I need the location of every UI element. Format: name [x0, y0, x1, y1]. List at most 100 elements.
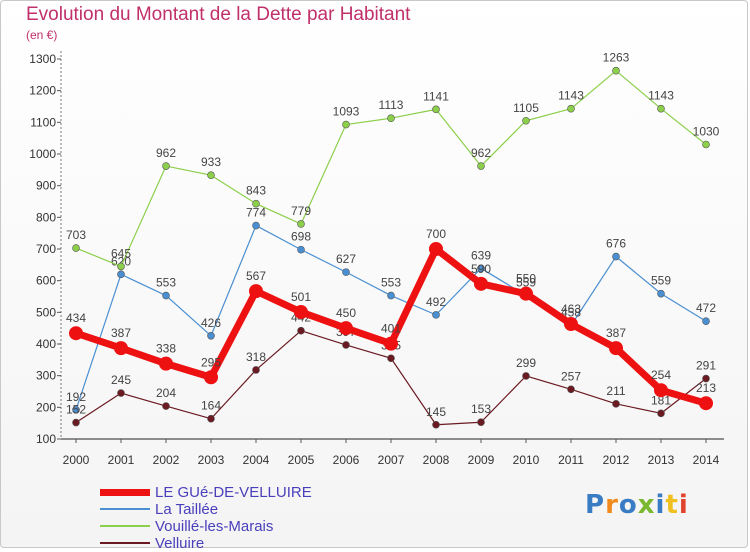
data-point: [657, 289, 665, 298]
data-label: 295: [201, 355, 221, 369]
data-label: 962: [156, 146, 176, 160]
x-tick-label: 2013: [648, 453, 675, 467]
data-label: 1143: [648, 89, 674, 103]
data-point: [204, 370, 218, 385]
data-label: 698: [291, 230, 311, 244]
data-label: 703: [66, 228, 86, 242]
logo-letter: x: [637, 490, 656, 520]
data-point: [342, 120, 350, 129]
data-point: [387, 291, 395, 300]
legend-label: LE GUé-DE-VELLUIRE: [155, 484, 312, 501]
data-point: [522, 116, 530, 125]
x-tick-label: 2014: [693, 453, 720, 467]
data-point: [477, 418, 485, 427]
data-label: 590: [471, 262, 491, 276]
data-point: [297, 245, 305, 254]
y-tick-label: 400: [36, 337, 56, 351]
legend-label: La Taillée: [155, 501, 219, 518]
data-point: [159, 356, 173, 371]
data-point: [387, 114, 395, 123]
y-tick-label: 100: [36, 432, 56, 446]
data-label: 164: [201, 399, 221, 413]
data-point: [114, 341, 128, 356]
x-tick-label: 2003: [198, 453, 225, 467]
data-point: [252, 221, 260, 230]
data-point: [384, 336, 398, 351]
data-point: [297, 326, 305, 335]
data-point: [702, 317, 710, 326]
proxiti-logo: Proxiti: [585, 490, 689, 520]
data-point: [342, 268, 350, 276]
data-label: 962: [471, 146, 491, 160]
data-point: [477, 162, 485, 170]
data-point: [162, 162, 170, 170]
data-point: [432, 105, 440, 114]
x-tick-label: 2001: [108, 453, 135, 467]
data-point: [432, 420, 440, 429]
data-label: 153: [471, 402, 491, 416]
data-label: 463: [561, 302, 581, 316]
data-point: [162, 402, 170, 410]
data-label: 254: [651, 368, 671, 382]
data-label: 338: [156, 342, 176, 356]
y-tick-label: 900: [36, 179, 56, 193]
logo-letter: P: [585, 490, 606, 520]
legend-swatch: [100, 525, 150, 527]
data-point: [657, 409, 665, 418]
logo-letter: i: [655, 490, 666, 520]
data-label: 1030: [693, 125, 720, 139]
data-point: [477, 264, 485, 273]
logo-letter: o: [618, 490, 638, 520]
data-label: 1263: [603, 51, 630, 65]
data-point: [474, 276, 488, 291]
logo-letter: t: [665, 490, 679, 520]
data-point: [564, 317, 578, 332]
y-tick-label: 1300: [29, 52, 56, 66]
x-tick-label: 2006: [333, 453, 360, 467]
data-label: 387: [606, 326, 626, 340]
legend-swatch: [100, 542, 150, 544]
data-label: 639: [471, 248, 491, 262]
data-point: [117, 262, 125, 271]
data-label: 627: [336, 252, 356, 266]
y-tick-label: 200: [36, 400, 56, 414]
legend-swatch: [100, 489, 150, 496]
data-label: 204: [156, 386, 176, 400]
x-tick-label: 2007: [378, 453, 405, 467]
data-label: 426: [201, 316, 221, 330]
data-label: 779: [291, 204, 311, 218]
data-label: 843: [246, 184, 266, 198]
data-label: 213: [696, 381, 716, 395]
data-point: [72, 406, 80, 414]
data-label: 501: [291, 290, 311, 304]
data-point: [339, 321, 353, 336]
data-label: 567: [246, 269, 266, 283]
data-label: 700: [426, 227, 446, 241]
series-line: [75, 224, 707, 411]
data-label: 145: [426, 405, 446, 419]
data-label: 472: [696, 301, 716, 315]
data-label: 152: [66, 403, 86, 417]
data-point: [297, 220, 305, 228]
data-label: 492: [426, 295, 446, 309]
y-tick-label: 600: [36, 274, 56, 288]
data-point: [252, 199, 260, 208]
data-point: [162, 291, 170, 300]
data-point: [252, 366, 260, 374]
x-tick-label: 2008: [423, 453, 450, 467]
data-point: [522, 372, 530, 380]
data-point: [699, 396, 713, 411]
data-point: [429, 242, 443, 256]
data-point: [519, 286, 533, 301]
data-label: 553: [381, 276, 401, 290]
data-label: 458: [561, 306, 581, 320]
data-point: [612, 66, 620, 75]
data-label: 1141: [423, 89, 449, 103]
data-point: [567, 385, 575, 394]
y-tick-label: 300: [36, 369, 56, 383]
data-point: [207, 414, 215, 423]
data-label: 774: [246, 206, 266, 220]
x-tick-label: 2002: [153, 453, 180, 467]
data-label: 181: [651, 393, 671, 407]
